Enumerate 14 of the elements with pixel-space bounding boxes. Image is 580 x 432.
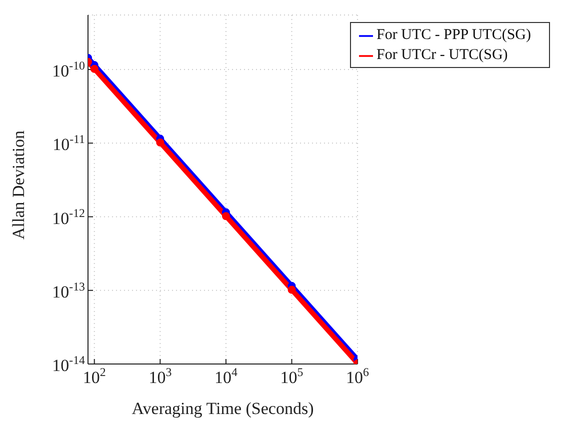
legend-label: For UTCr - UTC(SG) — [376, 47, 508, 63]
y-axis-title: Allan Deviation — [9, 130, 28, 240]
y-tick-label: 10$^{-14}$ — [52, 353, 86, 375]
x-axis-title: Averaging Time (Seconds) — [132, 399, 314, 418]
x-tick-label: 10$^{4}$ — [214, 365, 238, 387]
x-tick-label: 10$^{3}$ — [148, 365, 172, 387]
y-tick-label: 10$^{-13}$ — [52, 279, 86, 302]
x-tick-label: 10$^{2}$ — [82, 365, 106, 387]
legend-label: For UTC - PPP UTC(SG) — [376, 27, 531, 43]
y-tick-label: 10$^{-10}$ — [52, 58, 86, 81]
x-tick-label: 10$^{6}$ — [346, 365, 370, 387]
y-tick-label: 10$^{-12}$ — [52, 206, 86, 228]
y-tick-label: 10$^{-11}$ — [52, 132, 86, 154]
x-tick-label: 10$^{5}$ — [280, 365, 304, 387]
